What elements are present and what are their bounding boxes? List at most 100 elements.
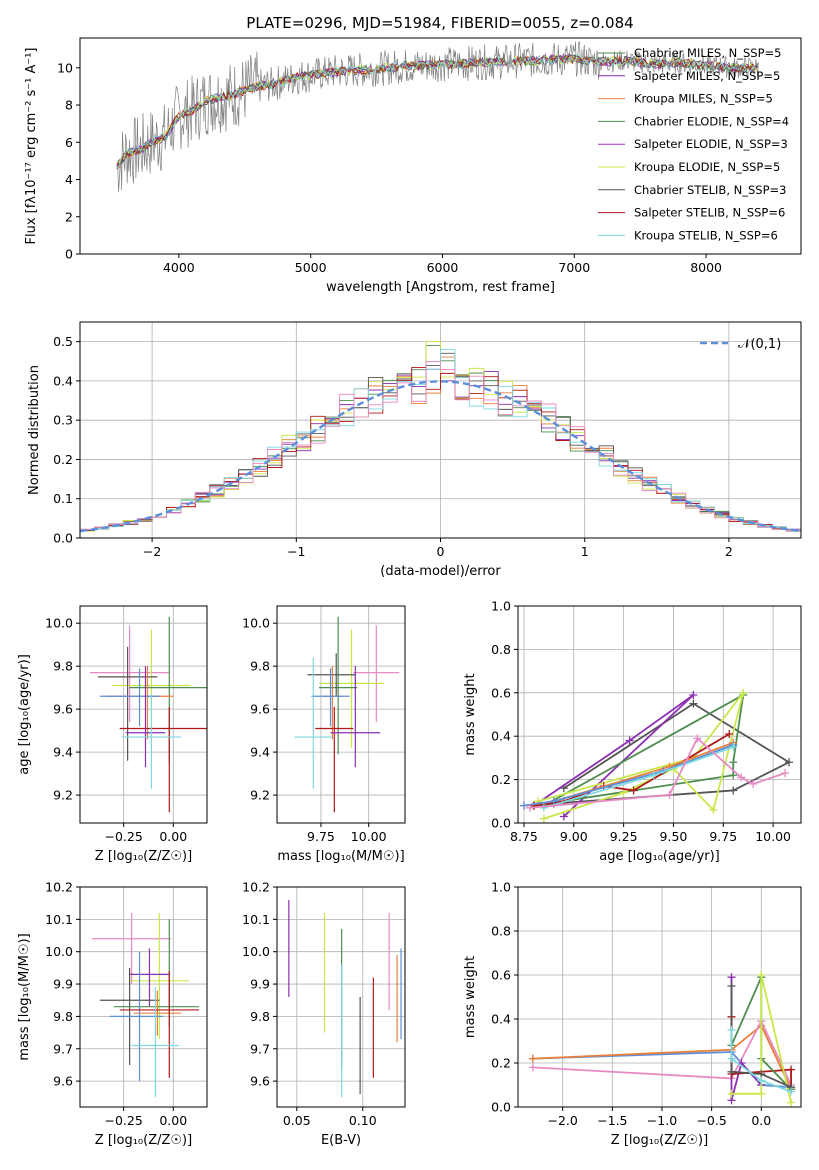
- plot-frame: [276, 605, 406, 824]
- weight-point-marker: [739, 688, 748, 697]
- y-tick-label: 10.0: [45, 616, 73, 631]
- y-tick-label: 1.0: [491, 599, 511, 614]
- weight-series-line: [523, 744, 734, 807]
- plot-frame: [79, 886, 208, 1108]
- weight-point-marker: [727, 1054, 736, 1063]
- y-tick-label: 10.1: [242, 912, 270, 927]
- x-tick-label: 4000: [163, 260, 195, 275]
- weight-point-marker: [528, 1054, 537, 1063]
- data-point: [119, 971, 200, 1078]
- y-tick-label: 6: [65, 135, 73, 150]
- x-tick-label: 0.0: [751, 1113, 771, 1128]
- y-tick-label: 2: [65, 209, 73, 224]
- weight-point-marker: [525, 803, 534, 812]
- weight-point-marker: [539, 803, 548, 812]
- weight-vs-metallicity-panel: −2.0 −1.5 −1.0 −0.5 0.0 0.0 0.2 0.4 0.6 0.8 1.0 Z […: [463, 880, 802, 1148]
- y-tick-label: 10: [57, 60, 73, 75]
- x-tick-label: 8.75: [510, 829, 538, 844]
- y-tick-label: 9.8: [250, 1009, 270, 1024]
- weight-point-marker: [528, 1063, 537, 1072]
- plot-frame: [276, 886, 406, 1108]
- y-tick-label: 9.6: [250, 1074, 270, 1089]
- x-tick-label: 9.25: [610, 829, 638, 844]
- data-point: [131, 987, 180, 1098]
- legend-label: Chabrier ELODIE, N_SSP=4: [634, 114, 789, 128]
- weight-series: [539, 743, 738, 812]
- data-point: [89, 625, 170, 723]
- data-point: [353, 625, 400, 723]
- y-tick-label: 9.6: [53, 1074, 73, 1089]
- weight-point-marker: [749, 779, 758, 788]
- y-tick-label: 10.1: [45, 912, 73, 927]
- weight-point-marker: [727, 1067, 736, 1076]
- legend-label: Chabrier MILES, N_SSP=5: [634, 46, 781, 60]
- x-tick-label: 9.75: [307, 829, 335, 844]
- weight-point-marker: [729, 786, 738, 795]
- weight-series-line: [730, 1030, 792, 1093]
- plot-frame: [517, 886, 802, 1108]
- y-tick-label: 4: [65, 172, 73, 187]
- weight-series: [525, 734, 790, 812]
- x-tick-label: −1.5: [597, 1113, 627, 1128]
- x-tick-label: 8000: [690, 260, 722, 275]
- y-tick-label: 0.0: [491, 1100, 511, 1115]
- y-tick-label: 0.3: [53, 413, 73, 428]
- x-tick-label: 10.00: [351, 829, 387, 844]
- spectrum-panel: 4000 5000 6000 7000 8000 0 2 4 6 8 10 wavelength [A…: [24, 37, 802, 295]
- y-tick-label: 10.0: [242, 944, 270, 959]
- weight-point-marker: [665, 790, 674, 799]
- weight-point-marker: [727, 1089, 736, 1098]
- y-tick-label: 0.1: [53, 491, 73, 506]
- y-tick-label: 1.0: [491, 880, 511, 895]
- weight-point-marker: [737, 773, 746, 782]
- y-tick-label: 9.2: [53, 788, 73, 803]
- y-tick-label: 9.8: [53, 659, 73, 674]
- x-axis-label: Z [log₁₀(Z/Z☉)]: [611, 1133, 708, 1148]
- weight-series-line: [532, 1019, 792, 1086]
- weight-point-marker: [727, 973, 736, 982]
- data-point: [319, 616, 358, 755]
- data-point: [91, 912, 172, 985]
- data-point: [311, 668, 350, 727]
- weight-point-marker: [781, 769, 790, 778]
- data-point: [125, 666, 166, 768]
- y-tick-label: 0.8: [491, 642, 511, 657]
- plot-frame: [79, 37, 802, 255]
- weight-series-line: [731, 974, 792, 1103]
- weight-point-marker: [757, 971, 766, 979]
- data-point: [97, 646, 158, 761]
- data-point: [99, 668, 160, 727]
- data-point: [129, 948, 170, 1007]
- x-axis-label: age [log₁₀(age/yr)]: [599, 849, 720, 864]
- weight-series-line: [529, 736, 786, 809]
- y-tick-label: 10.2: [45, 880, 73, 895]
- weight-point-marker: [709, 805, 718, 814]
- data-point: [129, 912, 190, 1040]
- weight-point-marker: [787, 1098, 796, 1107]
- y-tick-label: 10.2: [242, 880, 270, 895]
- age-vs-mass-panel: 9.75 10.00 9.2 9.4 9.6 9.8 10.0 mass [log₁₀(M/M…: [242, 605, 406, 864]
- y-tick-label: 9.8: [53, 1009, 73, 1024]
- y-tick-label: 9.4: [250, 745, 270, 760]
- weight-point-marker: [689, 690, 698, 699]
- y-tick-label: 0: [65, 247, 73, 262]
- weight-series: [727, 971, 796, 1107]
- data-point: [133, 990, 182, 1036]
- mass-vs-metallicity-panel: −0.25 0.00 9.6 9.7 9.8 9.9 10.0 10.1 10.2 Z [log₁…: [17, 880, 208, 1148]
- y-tick-label: 9.2: [250, 788, 270, 803]
- x-axis-label: E(B-V): [321, 1133, 361, 1148]
- plot-frame: [517, 605, 802, 824]
- weight-point-marker: [787, 1065, 796, 1074]
- weight-point-marker: [629, 786, 638, 795]
- weight-point-marker: [519, 801, 528, 810]
- weight-point-marker: [727, 1026, 736, 1034]
- weight-vs-age-panel: 8.75 9.00 9.25 9.50 9.75 10.00 0.0 0.2 0.4 0.6 0.8…: [463, 599, 802, 864]
- weight-point-marker: [619, 788, 628, 797]
- x-tick-label: 0.00: [159, 1113, 187, 1128]
- weight-series-line: [532, 1024, 792, 1090]
- y-tick-label: 0.4: [491, 1012, 511, 1027]
- legend-label: Kroupa MILES, N_SSP=5: [634, 92, 773, 106]
- y-tick-label: 9.6: [250, 702, 270, 717]
- x-tick-label: −1.0: [647, 1113, 677, 1128]
- residual-histogram: [80, 361, 801, 532]
